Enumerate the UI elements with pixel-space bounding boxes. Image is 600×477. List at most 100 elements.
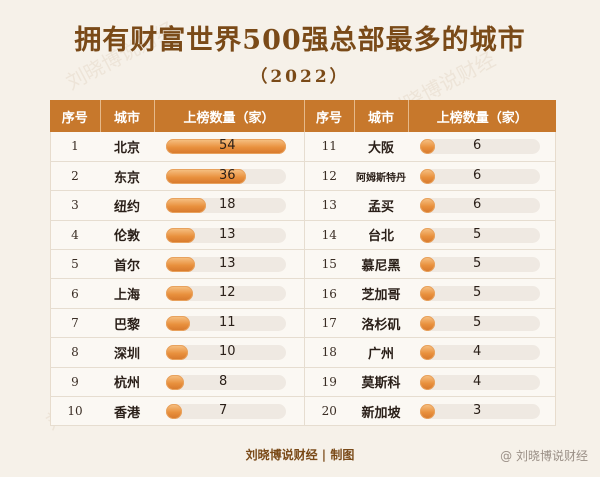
city-cell: 慕尼黑: [354, 249, 408, 280]
header-rank: 序号: [50, 100, 101, 132]
rank-cell: 10: [50, 396, 100, 427]
count-cell: 5: [408, 308, 556, 339]
rank-cell: 18: [304, 337, 354, 368]
count-cell: 5: [408, 278, 556, 309]
value-label: 4: [473, 373, 482, 389]
rank-cell: 5: [50, 249, 100, 280]
rank-cell: 9: [50, 367, 100, 398]
table-row: 4 伦敦 13 14 台北 5: [50, 220, 556, 251]
count-cell: 6: [408, 161, 556, 192]
value-label: 13: [219, 256, 236, 272]
bar-fill: [420, 374, 435, 390]
city-cell: 上海: [100, 278, 154, 309]
bar-track: [166, 315, 286, 331]
count-cell: 4: [408, 367, 556, 398]
value-label: 6: [473, 138, 482, 153]
city-cell: 阿姆斯特丹: [354, 161, 408, 192]
count-cell: 36: [154, 161, 305, 192]
header-city: 城市: [354, 100, 409, 132]
count-cell: 3: [408, 396, 556, 427]
header-count: 上榜数量（家）: [408, 100, 556, 132]
city-cell: 广州: [354, 337, 408, 368]
city-cell: 芝加哥: [354, 278, 408, 309]
table-row: 10 香港 7 20 新加坡 3: [50, 396, 556, 427]
city-cell: 伦敦: [100, 220, 154, 251]
bar-track: [420, 315, 540, 331]
count-cell: 8: [154, 367, 305, 398]
bar-track: [420, 227, 540, 243]
city-cell: 孟买: [354, 190, 408, 221]
bar-fill: [166, 315, 191, 331]
value-label: 10: [219, 344, 236, 360]
count-cell: 7: [154, 396, 305, 427]
bar-track: [420, 257, 540, 273]
rank-cell: 4: [50, 220, 100, 251]
city-cell: 洛杉矶: [354, 308, 408, 339]
bar-track: [166, 345, 286, 361]
bar-track: [166, 404, 286, 420]
bar-track: [166, 286, 286, 302]
table-header: 序号 城市 上榜数量（家） 序号 城市 上榜数量（家）: [50, 100, 556, 132]
table-row: 9 杭州 8 19 莫斯科 4: [50, 367, 556, 398]
count-cell: 6: [408, 190, 556, 221]
table-row: 7 巴黎 11 17 洛杉矶 5: [50, 308, 556, 339]
count-cell: 11: [154, 308, 305, 339]
bar-fill: [166, 198, 206, 214]
bar-track: [420, 404, 540, 420]
ranking-table: 序号 城市 上榜数量（家） 序号 城市 上榜数量（家） 1 北京 54 11 大阪 6 2 东…: [50, 100, 556, 427]
table-row: 5 首尔 13 15 慕尼黑 5: [50, 249, 556, 280]
rank-cell: 20: [304, 396, 354, 427]
bar-track: [420, 345, 540, 361]
value-label: 54: [219, 138, 236, 153]
value-label: 4: [473, 344, 482, 360]
bar-fill: [420, 257, 435, 273]
bar-fill: [420, 345, 435, 361]
bar-track: [420, 139, 540, 154]
header-city: 城市: [100, 100, 155, 132]
rank-cell: 1: [50, 132, 100, 162]
city-cell: 北京: [100, 132, 154, 162]
rank-cell: 13: [304, 190, 354, 221]
count-cell: 54: [154, 132, 305, 162]
header-count: 上榜数量（家）: [154, 100, 305, 132]
bar-fill: [166, 286, 193, 302]
table-row: 1 北京 54 11 大阪 6: [50, 132, 556, 162]
value-label: 13: [219, 226, 236, 242]
rank-cell: 8: [50, 337, 100, 368]
bar-fill: [166, 227, 195, 243]
rank-cell: 15: [304, 249, 354, 280]
rank-cell: 12: [304, 161, 354, 192]
bar-track: [420, 168, 540, 184]
city-cell: 深圳: [100, 337, 154, 368]
bar-fill: [166, 404, 182, 420]
value-label: 6: [473, 197, 482, 213]
bar-track: [420, 198, 540, 214]
bar-track: [166, 257, 286, 273]
city-cell: 莫斯科: [354, 367, 408, 398]
bar-track: [420, 286, 540, 302]
value-label: 3: [473, 403, 482, 419]
value-label: 7: [219, 403, 228, 419]
bar-fill: [166, 345, 189, 361]
table-row: 3 纽约 18 13 孟买 6: [50, 190, 556, 221]
city-cell: 巴黎: [100, 308, 154, 339]
count-cell: 13: [154, 220, 305, 251]
rank-cell: 3: [50, 190, 100, 221]
value-label: 11: [219, 314, 236, 330]
table-row: 6 上海 12 16 芝加哥 5: [50, 278, 556, 309]
rank-cell: 16: [304, 278, 354, 309]
count-cell: 12: [154, 278, 305, 309]
table-row: 8 深圳 10 18 广州 4: [50, 337, 556, 368]
bar-fill: [420, 404, 435, 420]
value-label: 5: [473, 314, 482, 330]
bar-fill: [420, 198, 435, 214]
value-label: 12: [219, 285, 236, 301]
rank-cell: 11: [304, 132, 354, 162]
bar-fill: [166, 374, 184, 390]
city-cell: 新加坡: [354, 396, 408, 427]
rank-cell: 14: [304, 220, 354, 251]
count-cell: 4: [408, 337, 556, 368]
count-cell: 18: [154, 190, 305, 221]
city-cell: 台北: [354, 220, 408, 251]
table-row: 2 东京 36 12 阿姆斯特丹 6: [50, 161, 556, 192]
